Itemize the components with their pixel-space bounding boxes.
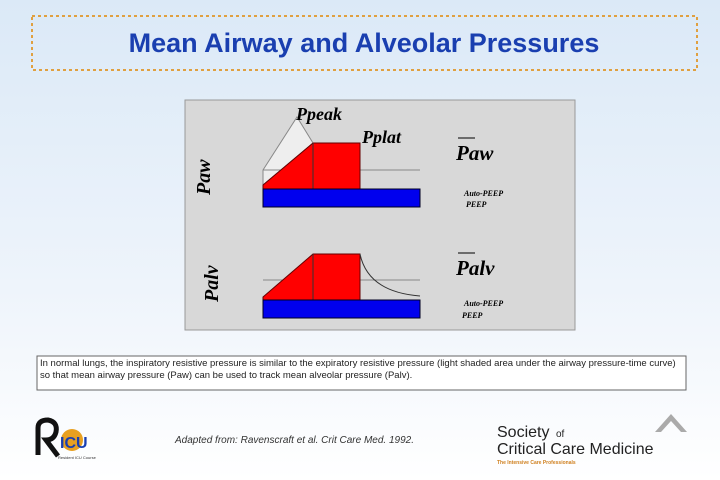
axis-label: Paw	[193, 159, 215, 196]
decay-curve	[359, 253, 421, 297]
logo-line1: Society	[497, 424, 549, 441]
peep-bar	[262, 299, 421, 319]
logo-circle	[61, 429, 83, 451]
pressure-area	[262, 142, 361, 190]
citation: Adapted from: Ravenscraft et al. Crit Ca…	[174, 435, 414, 446]
logo-subtitle: Resident ICU Course	[58, 455, 97, 460]
right-logo: Society of Critical Care Medicine The In…	[497, 414, 687, 466]
logo-mark	[655, 414, 687, 432]
logo-text: ICU	[60, 435, 88, 452]
plateau-label: Pplat	[361, 127, 402, 147]
peep-label: PEEP	[466, 200, 487, 209]
title: Mean Airway and Alveolar Pressures	[129, 28, 600, 58]
alveolar-graph	[262, 253, 421, 319]
auto-peep-label: Auto-PEEP	[463, 189, 503, 198]
logo-line2: Critical Care Medicine	[497, 441, 654, 458]
airway-graph	[262, 116, 421, 208]
mean-label: Palv	[455, 256, 495, 280]
auto-peep-label: Auto-PEEP	[463, 299, 503, 308]
peep-bar	[262, 188, 421, 208]
left-logo: ICU Resident ICU Course	[35, 417, 97, 460]
caption-box	[36, 355, 687, 391]
caption: In normal lungs, the inspiratory resisti…	[40, 358, 676, 381]
logo-line1-suffix: of	[556, 429, 565, 440]
axis-label: Palv	[201, 264, 223, 303]
mean-label: Paw	[455, 141, 494, 165]
logo-tagline: The Intensive Care Professionals	[497, 460, 576, 466]
caption-holder: In normal lungs, the inspiratory resisti…	[40, 358, 676, 381]
title-box	[31, 15, 698, 71]
diagram-panel	[184, 99, 576, 331]
peep-label: PEEP	[462, 311, 483, 320]
logo-r	[35, 417, 60, 458]
peak-label: Ppeak	[295, 104, 342, 124]
